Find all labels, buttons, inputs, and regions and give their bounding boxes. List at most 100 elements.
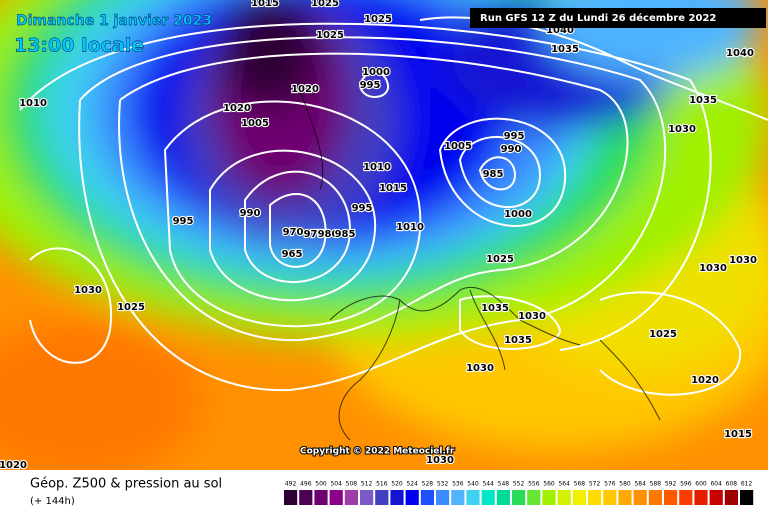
- colorbar-swatch: [557, 490, 571, 505]
- run: Run GFS 12 Z du Lundi 26 décembre 2022: [480, 12, 716, 24]
- colorbar-label: 544: [482, 481, 494, 488]
- isobar-label: 1020: [0, 460, 27, 471]
- colorbar-swatch: [542, 490, 556, 505]
- isobar-label: 1030: [426, 455, 454, 466]
- colorbar-label: 524: [406, 481, 418, 488]
- colorbar-swatch: [466, 490, 480, 505]
- colorbar-label: 564: [558, 481, 570, 488]
- colorbar-label: 532: [437, 481, 449, 488]
- colorbar-label: 612: [741, 481, 753, 488]
- colorbar-swatch: [360, 490, 374, 505]
- colorbar-label: 608: [726, 481, 738, 488]
- isobar-label: 1005: [444, 141, 472, 152]
- isobar-label: 1010: [396, 222, 424, 233]
- colorbar-swatch: [512, 490, 526, 505]
- footer-lead: (+ 144h): [30, 496, 75, 507]
- isobar-label: 965: [282, 249, 303, 260]
- colorbar-label: 492: [285, 481, 297, 488]
- colorbar-label: 504: [330, 481, 342, 488]
- isobar-label: 1025: [486, 254, 514, 265]
- isobar-label: 1020: [223, 103, 251, 114]
- isobar-label: 1030: [466, 363, 494, 374]
- isobar-label: 995: [352, 203, 373, 214]
- colorbar-label: 596: [680, 481, 692, 488]
- isobar-label: 1010: [363, 162, 391, 173]
- isobar-label: 995: [504, 131, 525, 142]
- copyright: Copyright © 2022 Meteociel.fr: [300, 447, 455, 457]
- colorbar-swatch: [405, 490, 419, 505]
- colorbar-label: 536: [452, 481, 464, 488]
- colorbar-swatch: [709, 490, 723, 505]
- colorbar-swatch: [436, 490, 450, 505]
- colorbar-swatch: [390, 490, 404, 505]
- isobar-label: 1035: [481, 303, 509, 314]
- colorbar-swatch: [648, 490, 662, 505]
- isobar-label: 1035: [551, 44, 579, 55]
- colorbar-swatch: [481, 490, 495, 505]
- isobar-label: 1030: [699, 263, 727, 274]
- isobar-label: 1025: [117, 302, 145, 313]
- colorbar-label: 588: [650, 481, 662, 488]
- colorbar-swatch: [694, 490, 708, 505]
- colorbar-swatch: [299, 490, 313, 505]
- colorbar-label: 528: [422, 481, 434, 488]
- colorbar-label: 576: [604, 481, 616, 488]
- colorbar-label: 584: [634, 481, 646, 488]
- isobar-label: 1030: [518, 311, 546, 322]
- isobar-label: 995: [360, 80, 381, 91]
- colorbar-label: 568: [574, 481, 586, 488]
- colorbar-swatch: [740, 490, 754, 505]
- colorbar-label: 592: [665, 481, 677, 488]
- colorbar-swatch: [572, 490, 586, 505]
- colorbar-label: 508: [346, 481, 358, 488]
- colorbar-label: 548: [498, 481, 510, 488]
- colorbar-label: 600: [695, 481, 707, 488]
- isobar-label: 1015: [724, 429, 752, 440]
- colorbar-swatch: [420, 490, 434, 505]
- isobar-label: 990: [501, 144, 522, 155]
- isobar-label: 1015: [379, 183, 407, 194]
- isobar-label: 1035: [504, 335, 532, 346]
- colorbar-label: 500: [315, 481, 327, 488]
- colorbar-label: 560: [543, 481, 555, 488]
- isobar-label: 1025: [316, 30, 344, 41]
- colorbar-swatch: [679, 490, 693, 505]
- colorbar-label: 552: [513, 481, 525, 488]
- footer-title: Géop. Z500 & pression au sol: [30, 477, 222, 492]
- isobar-label: 1040: [726, 48, 754, 59]
- isobar-label: 1010: [19, 98, 47, 109]
- colorbar: 492 496 500 504 508 512 516 520 524 528 532 536 540 5…: [284, 481, 754, 505]
- colorbar-label: 512: [361, 481, 373, 488]
- isobar-label: 995: [173, 216, 194, 227]
- colorbar-swatch: [314, 490, 328, 505]
- isobar-label: 1020: [291, 84, 319, 95]
- colorbar-label: 556: [528, 481, 540, 488]
- colorbar-label: 520: [391, 481, 403, 488]
- isobar-label: 1000: [362, 67, 390, 78]
- coastlines: [299, 89, 661, 441]
- isobar-label: 975: [304, 229, 325, 240]
- isobar-label: 980: [318, 229, 339, 240]
- colorbar-swatch: [344, 490, 358, 505]
- colorbar-swatch: [284, 490, 298, 505]
- isobar-label: 985: [335, 229, 356, 240]
- isobar-label: 1030: [74, 285, 102, 296]
- colorbar-swatch: [664, 490, 678, 505]
- colorbar-swatch: [633, 490, 647, 505]
- isobar-label: 1015: [251, 0, 279, 9]
- isobar-label: 1030: [668, 124, 696, 135]
- time: 13:00 locale: [14, 35, 144, 57]
- date: Dimanche 1 janvier 2023: [16, 13, 212, 29]
- isobar-label: 970: [283, 227, 304, 238]
- isobar-label: 1035: [689, 95, 717, 106]
- colorbar-label: 496: [300, 481, 312, 488]
- colorbar-swatch: [329, 490, 343, 505]
- colorbar-swatch: [375, 490, 389, 505]
- isobar-label: 1025: [649, 329, 677, 340]
- colorbar-swatch: [724, 490, 738, 505]
- colorbar-swatch: [451, 490, 465, 505]
- colorbar-swatch: [527, 490, 541, 505]
- isobar-label: 1025: [311, 0, 339, 9]
